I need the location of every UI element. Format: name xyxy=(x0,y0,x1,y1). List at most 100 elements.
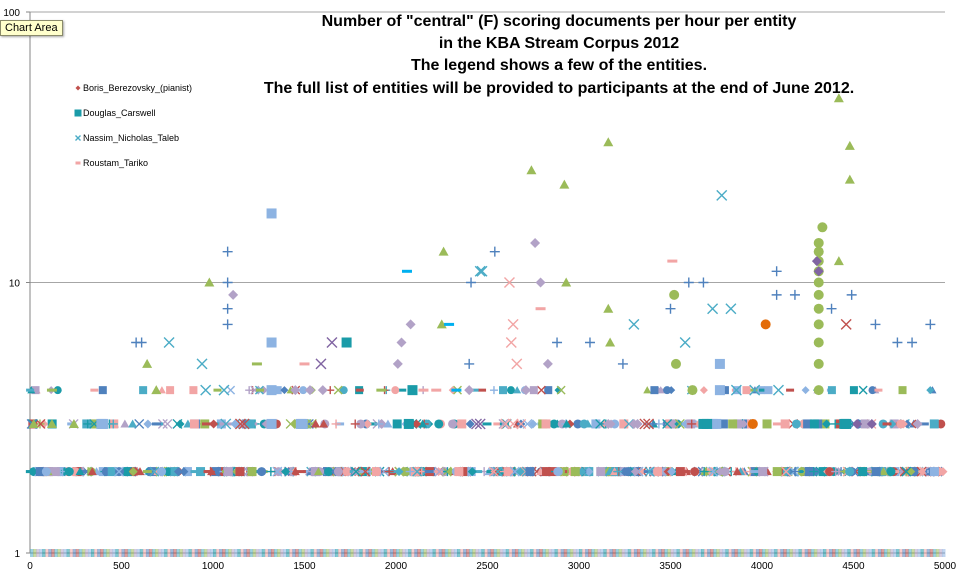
baseline-band-cell xyxy=(530,549,534,557)
baseline-band-cell xyxy=(627,549,632,557)
row-marker xyxy=(333,467,343,477)
baseline-band-cell xyxy=(722,549,726,557)
row-marker xyxy=(584,467,594,477)
row-marker xyxy=(339,386,348,395)
data-point xyxy=(251,362,262,366)
baseline-band-cell xyxy=(771,549,775,557)
row-marker xyxy=(516,418,527,429)
baseline-band-cell xyxy=(249,549,254,557)
baseline-band-cell xyxy=(124,549,129,557)
baseline-band-cell xyxy=(621,549,626,557)
row-marker xyxy=(470,388,479,392)
baseline-band-cell xyxy=(496,549,501,557)
baseline-band-cell xyxy=(929,549,934,557)
row-marker xyxy=(299,386,308,395)
data-point xyxy=(840,318,852,330)
data-point xyxy=(204,277,215,287)
baseline-band-cell xyxy=(200,549,205,557)
row-marker xyxy=(163,467,173,477)
baseline-band-cell xyxy=(270,549,275,557)
baseline-band-cell xyxy=(438,549,443,557)
baseline-band-cell xyxy=(453,549,458,557)
baseline-band-cell xyxy=(615,549,620,557)
baseline-band-cell xyxy=(899,549,903,557)
row-marker xyxy=(257,467,267,477)
baseline-band-cell xyxy=(182,549,187,557)
baseline-band-cell xyxy=(209,549,214,557)
row-marker xyxy=(874,388,883,392)
row-marker xyxy=(801,386,810,395)
row-marker xyxy=(643,470,653,474)
row-marker xyxy=(825,467,835,477)
row-marker xyxy=(245,386,254,395)
baseline-band-cell xyxy=(673,549,678,557)
baseline-band-cell xyxy=(219,549,223,557)
data-point xyxy=(266,418,277,429)
baseline-band-cell xyxy=(267,549,272,557)
row-marker xyxy=(351,466,361,477)
baseline-band-cell xyxy=(188,549,193,557)
baseline-band-cell xyxy=(450,549,455,557)
baseline-band-cell xyxy=(84,549,89,557)
data-point xyxy=(304,385,315,396)
row-marker xyxy=(662,418,673,429)
row-marker xyxy=(938,467,948,477)
baseline-band-cell xyxy=(798,549,803,557)
baseline-band-cell xyxy=(399,549,403,557)
row-marker xyxy=(878,467,888,476)
data-point xyxy=(725,303,737,315)
baseline-band-cell xyxy=(902,549,906,557)
baseline-band-cell xyxy=(243,549,248,557)
row-marker xyxy=(31,386,40,395)
row-marker xyxy=(926,386,935,395)
baseline-band-cell xyxy=(841,549,845,557)
data-point xyxy=(466,277,477,288)
row-marker xyxy=(498,418,509,429)
data-point xyxy=(471,418,483,430)
baseline-band-cell xyxy=(286,549,290,557)
row-marker xyxy=(809,419,819,429)
data-point xyxy=(714,385,725,396)
row-marker xyxy=(750,470,760,474)
baseline-band-cell xyxy=(636,549,641,557)
baseline-band-cell xyxy=(228,549,232,557)
data-point xyxy=(584,337,595,348)
baseline-band-cell xyxy=(475,549,479,557)
baseline-band-cell xyxy=(341,549,345,557)
baseline-band-cell xyxy=(460,549,464,557)
row-marker xyxy=(235,467,245,477)
data-point xyxy=(603,137,614,147)
baseline-band-cell xyxy=(191,549,196,557)
legend-marker xyxy=(75,161,81,165)
data-point xyxy=(511,358,523,370)
baseline-band-cell xyxy=(768,549,772,557)
row-marker xyxy=(213,388,222,392)
baseline-band-cell xyxy=(914,549,919,557)
baseline-band-cell xyxy=(371,549,376,557)
baseline-band-cell xyxy=(917,549,922,557)
baseline-band-cell xyxy=(887,549,891,557)
row-marker xyxy=(398,388,407,392)
baseline-band-cell xyxy=(292,549,296,557)
baseline-band-cell xyxy=(896,549,900,557)
baseline-band-cell xyxy=(237,549,241,557)
baseline-band-cell xyxy=(478,549,482,557)
baseline-band-cell xyxy=(441,549,446,557)
baseline-band-cell xyxy=(521,549,525,557)
data-point xyxy=(813,237,824,248)
row-marker xyxy=(849,386,858,395)
baseline-band-cell xyxy=(658,549,662,557)
baseline-band-cell xyxy=(170,549,174,557)
data-point xyxy=(813,337,824,348)
row-marker xyxy=(324,467,334,477)
data-point xyxy=(530,237,541,248)
baseline-band-cell xyxy=(197,549,202,557)
data-point xyxy=(561,277,572,287)
row-marker xyxy=(128,467,138,477)
row-marker xyxy=(667,467,677,477)
baseline-band-cell xyxy=(493,549,498,557)
row-marker xyxy=(764,386,773,395)
baseline-band-cell xyxy=(697,549,702,557)
data-point xyxy=(749,384,761,396)
baseline-band-cell xyxy=(164,549,168,557)
